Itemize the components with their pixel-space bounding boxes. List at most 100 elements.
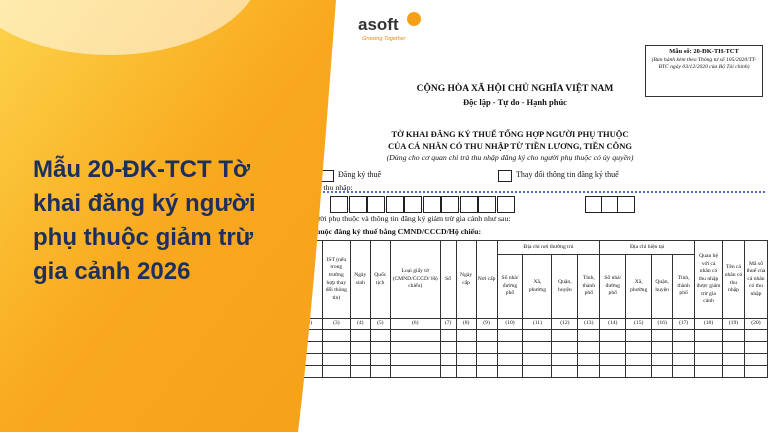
column-header: Ngày cấp bbox=[455, 240, 477, 319]
form-code: Mẫu số: 20-ĐK-TH-TCT bbox=[669, 48, 739, 55]
option: Đăng ký thuế bbox=[338, 170, 382, 179]
empty-cell bbox=[625, 353, 653, 366]
empty-cell bbox=[369, 329, 391, 342]
column-number: (4) bbox=[349, 318, 371, 330]
column-header: Quận, huyện bbox=[551, 254, 579, 319]
digit-box bbox=[617, 196, 635, 213]
empty-cell bbox=[722, 341, 745, 354]
empty-cell bbox=[743, 365, 768, 378]
column-header: Tỉnh, thành phố bbox=[577, 254, 601, 319]
empty-cell bbox=[455, 365, 477, 378]
column-number: (18) bbox=[694, 318, 723, 330]
empty-cell bbox=[651, 365, 674, 378]
nation: CỘNG HÒA XÃ HỘI CHỦ NGHĨA VIỆT NAM bbox=[416, 84, 614, 94]
empty-cell bbox=[651, 353, 674, 366]
empty-cell bbox=[625, 365, 653, 378]
empty-cell bbox=[522, 353, 553, 366]
column-number: (11) bbox=[522, 318, 553, 330]
column-header: Nơi cấp bbox=[475, 240, 498, 319]
column-number: (20) bbox=[743, 318, 768, 330]
form-subtitle: (Dùng cho cơ quan chi trả thu nhập đăng … bbox=[386, 153, 634, 162]
column-number: (19) bbox=[722, 318, 745, 330]
empty-cell bbox=[439, 365, 457, 378]
column-number: (14) bbox=[599, 318, 627, 330]
column-header: Loại giấy tờ (CMND/CCCD/ Hộ chiếu) bbox=[389, 240, 441, 319]
digit-box bbox=[348, 196, 367, 213]
digit-box bbox=[496, 196, 515, 213]
logo-tagline: Growing Together bbox=[362, 36, 407, 42]
empty-cell bbox=[475, 341, 498, 354]
column-number: (15) bbox=[625, 318, 653, 330]
empty-cell bbox=[694, 329, 723, 342]
empty-cell bbox=[369, 365, 391, 378]
column-number: (6) bbox=[389, 318, 441, 330]
column-header: IST (nếu trong trường hợp thay đổi thông… bbox=[321, 240, 351, 319]
form-title: CỦA CÁ NHÂN CÓ THU NHẬP TỪ TIỀN LƯƠNG, T… bbox=[387, 141, 633, 151]
column-header: Mã số thuế của cá nhân có thu nhập bbox=[743, 240, 768, 319]
column-number: (13) bbox=[577, 318, 601, 330]
empty-cell bbox=[389, 365, 441, 378]
empty-cell bbox=[722, 353, 745, 366]
empty-cell bbox=[369, 341, 391, 354]
empty-row bbox=[297, 341, 768, 354]
empty-cell bbox=[577, 353, 601, 366]
empty-cell bbox=[672, 341, 696, 354]
empty-cell bbox=[694, 353, 723, 366]
logo-icon bbox=[407, 12, 421, 26]
empty-cell bbox=[475, 353, 498, 366]
empty-cell bbox=[389, 353, 441, 366]
empty-cell bbox=[599, 329, 627, 342]
empty-row bbox=[297, 365, 768, 378]
form-title: TỜ KHAI ĐĂNG KÝ THUẾ TỔNG HỢP NGƯỜI PHỤ … bbox=[391, 129, 629, 139]
empty-cell bbox=[349, 329, 371, 342]
digit-box bbox=[404, 196, 422, 213]
empty-cell bbox=[439, 341, 457, 354]
empty-cell bbox=[599, 365, 627, 378]
number-row: 2) (3) (4) (5) (6) (7) (8) (9) (10) (11) (12) (13)(… bbox=[297, 318, 768, 330]
digit-box bbox=[441, 196, 459, 213]
headline: Mẫu 20-ĐK-TCT Tờ khai đăng ký người phụ th… bbox=[33, 153, 255, 289]
column-header: Số bbox=[439, 240, 457, 319]
digit-box bbox=[459, 196, 478, 213]
empty-cell bbox=[743, 341, 768, 354]
empty-cell bbox=[551, 365, 579, 378]
empty-cell bbox=[577, 341, 601, 354]
empty-cell bbox=[349, 341, 371, 354]
checkbox[interactable] bbox=[498, 170, 512, 182]
empty-cell bbox=[577, 365, 601, 378]
empty-cell bbox=[743, 329, 768, 342]
empty-cell bbox=[599, 353, 627, 366]
column-header: Xã, phường bbox=[625, 254, 653, 319]
light-blob bbox=[0, 0, 251, 55]
column-number: (8) bbox=[455, 318, 477, 330]
column-number: (7) bbox=[439, 318, 457, 330]
banner-shape bbox=[0, 0, 336, 432]
logo-brand: asoft bbox=[358, 15, 399, 34]
empty-cell bbox=[672, 353, 696, 366]
empty-cell bbox=[369, 353, 391, 366]
column-header: Số nhà/ đường phố bbox=[599, 254, 627, 319]
column-number: (17) bbox=[672, 318, 696, 330]
empty-cell bbox=[522, 329, 553, 342]
column-header: Tên cá nhân có thu nhập bbox=[722, 240, 745, 319]
digit-box bbox=[385, 196, 404, 213]
column-number: (10) bbox=[496, 318, 524, 330]
empty-cell bbox=[651, 341, 674, 354]
digit-box bbox=[367, 196, 385, 213]
empty-cell bbox=[672, 329, 696, 342]
section-heading: huộc đăng ký thuế bằng CMND/CCCD/Hộ chiế… bbox=[316, 227, 482, 236]
empty-cell bbox=[694, 341, 723, 354]
group-header: Địa chỉ hiện tại bbox=[599, 240, 696, 255]
headline-line: khai đăng ký người bbox=[33, 190, 256, 217]
empty-cell bbox=[551, 353, 579, 366]
column-header: Tỉnh, thành phố bbox=[672, 254, 696, 319]
dotted-rule bbox=[300, 191, 765, 193]
empty-cell bbox=[625, 341, 653, 354]
column-number: (9) bbox=[475, 318, 498, 330]
empty-cell bbox=[455, 353, 477, 366]
column-header: Quốc tịch bbox=[369, 240, 391, 319]
payer-tax-id-label: ả thu nhập: bbox=[318, 183, 353, 192]
empty-row bbox=[297, 353, 768, 366]
digit-box bbox=[330, 196, 348, 213]
column-header: Số nhà/ đường phố bbox=[496, 254, 524, 319]
